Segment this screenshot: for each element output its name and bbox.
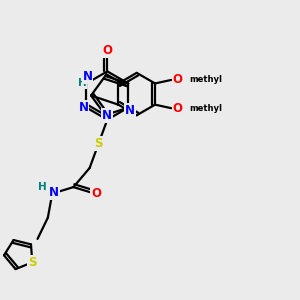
- Text: methyl: methyl: [190, 104, 223, 113]
- Text: O: O: [173, 74, 183, 86]
- Text: N: N: [102, 109, 112, 122]
- Text: N: N: [49, 186, 59, 199]
- Text: S: S: [94, 137, 103, 150]
- Text: methyl: methyl: [190, 75, 223, 84]
- Text: N: N: [82, 70, 93, 83]
- Text: H: H: [78, 79, 86, 88]
- Text: O: O: [91, 187, 101, 200]
- Text: S: S: [28, 256, 37, 269]
- Text: O: O: [173, 102, 183, 115]
- Text: O: O: [102, 44, 112, 57]
- Text: N: N: [125, 104, 135, 117]
- Text: H: H: [38, 182, 47, 192]
- Text: N: N: [79, 101, 88, 114]
